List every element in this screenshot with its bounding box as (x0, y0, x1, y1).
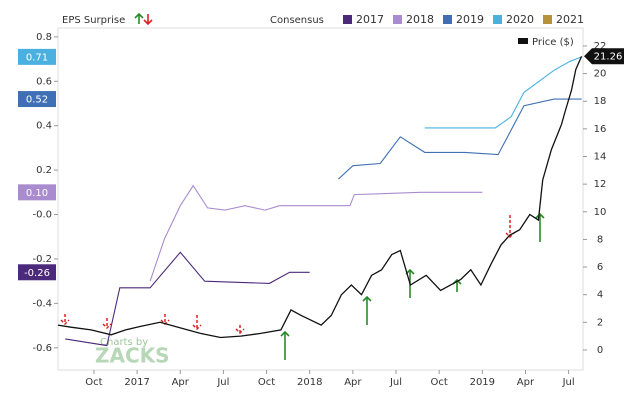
consensus-badge-label: -0.26 (24, 268, 50, 279)
legend-label: 2018 (406, 13, 434, 26)
x-tick-label: 2019 (470, 377, 495, 388)
consensus-badge (18, 264, 56, 281)
y-tick-label: 0.8 (36, 32, 52, 43)
consensus-badge-label: 0.71 (26, 52, 48, 63)
y2-tick-label: 22 (594, 41, 607, 52)
y2-tick-label: 0 (597, 345, 603, 356)
y-tick-label: 0.4 (36, 121, 52, 132)
chart-title: EPS Surprise (62, 15, 125, 26)
consensus-badge (18, 48, 56, 65)
consensus-line (65, 251, 310, 347)
y2-tick-label: 6 (597, 262, 603, 273)
down-arrow-icon (143, 14, 153, 26)
price-badge (584, 48, 624, 65)
legend-swatch (343, 15, 352, 24)
x-tick-label: Apr (172, 377, 190, 388)
legend-title: Consensus (270, 15, 324, 26)
x-tick-label: Oct (258, 377, 275, 388)
x-tick-label: Apr (344, 377, 362, 388)
y2-tick-label: 18 (594, 96, 607, 107)
price-badge-label: 21.26 (594, 52, 623, 63)
watermark-small: Charts by (100, 337, 148, 348)
plot-frame (57, 27, 584, 371)
x-tick-label: Apr (517, 377, 535, 388)
legend-swatch (393, 15, 402, 24)
legend-swatch (543, 15, 552, 24)
consensus-line (424, 56, 582, 129)
up-arrow-icon (134, 12, 144, 24)
y2-tick-label: 2 (597, 317, 603, 328)
x-tick-label: 2018 (297, 377, 322, 388)
legend-swatch (443, 15, 452, 24)
consensus-line (338, 98, 582, 180)
consensus-line (149, 184, 483, 282)
legend-swatch (518, 38, 528, 44)
legend-label: Price ($) (532, 37, 574, 48)
legend-label: 2020 (506, 13, 534, 26)
y2-tick-label: 8 (597, 234, 603, 245)
x-tick-label: Jul (562, 377, 575, 388)
x-tick-label: Oct (431, 377, 448, 388)
y-tick-label: 0.6 (36, 76, 52, 87)
x-tick-label: Jul (389, 377, 402, 388)
y2-tick-label: 16 (594, 124, 607, 135)
y-tick-label: 0.2 (36, 165, 52, 176)
y-tick-label: -0.4 (32, 298, 52, 309)
price-line (57, 55, 583, 339)
y-tick-label: -0.2 (32, 254, 52, 265)
x-tick-label: 2017 (124, 377, 149, 388)
legend-label: 2019 (456, 13, 484, 26)
consensus-badge (18, 184, 56, 201)
y-tick-label: -0.0 (32, 210, 52, 221)
y2-tick-label: 4 (597, 290, 603, 301)
legend-swatch (493, 15, 502, 24)
y2-tick-label: 14 (594, 152, 607, 163)
watermark: ZACKS (95, 344, 170, 368)
x-tick-label: Oct (85, 377, 102, 388)
consensus-badge (18, 91, 56, 108)
legend-label: 2021 (556, 13, 584, 26)
y2-tick-label: 20 (594, 69, 607, 80)
x-tick-label: Jul (216, 377, 229, 388)
y2-tick-label: 10 (594, 207, 607, 218)
legend-label: 2017 (356, 13, 384, 26)
y2-tick-label: 12 (594, 179, 607, 190)
consensus-badge-label: 0.10 (26, 188, 48, 199)
y-tick-label: -0.6 (32, 343, 52, 354)
consensus-badge-label: 0.52 (26, 95, 48, 106)
